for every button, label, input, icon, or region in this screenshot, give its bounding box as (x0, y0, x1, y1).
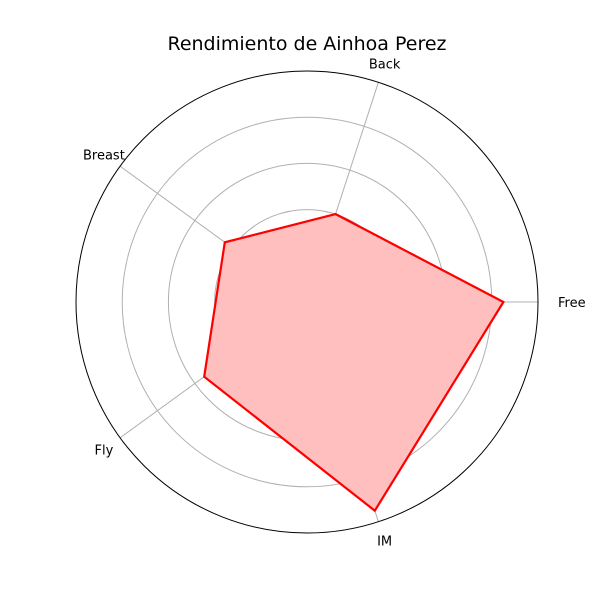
radar-outer-frame (75, 70, 539, 534)
category-label: Fly (95, 444, 114, 459)
chart-title: Rendimiento de Ainhoa Perez (167, 33, 446, 55)
category-labels: Free Back Breast Fly IM (83, 57, 586, 549)
series-area (204, 214, 504, 511)
category-label: IM (377, 535, 392, 550)
series-line (203, 212, 505, 513)
category-label: Breast (83, 149, 125, 164)
radar-series (203, 212, 505, 513)
category-label: Free (558, 296, 586, 311)
outer-ring (75, 70, 539, 534)
category-label: Back (369, 57, 401, 72)
